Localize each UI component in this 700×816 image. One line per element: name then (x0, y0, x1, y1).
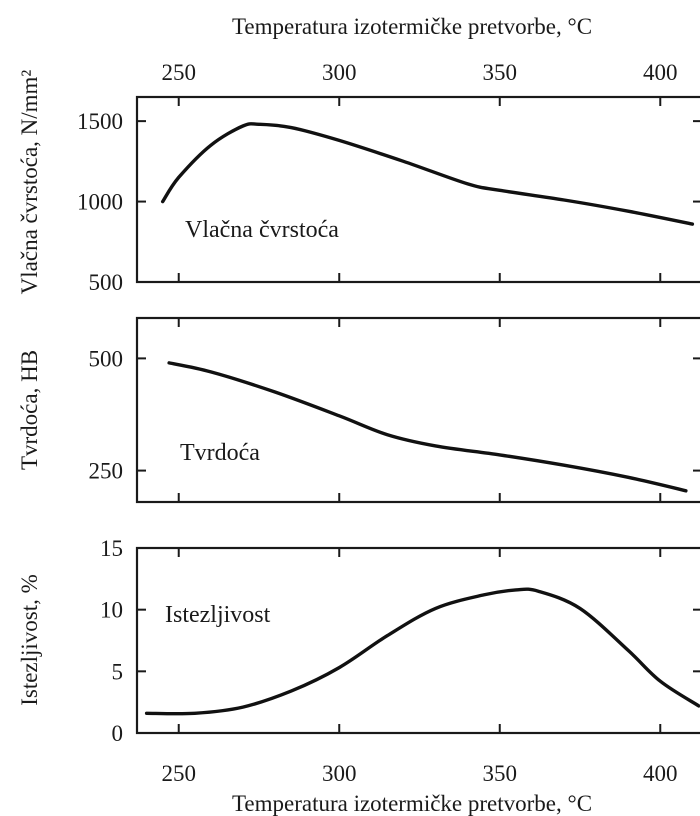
panel-3-y-tick-label-5: 5 (112, 659, 124, 684)
panel-1: 500 1000 1500 Vlačna čvrstoća, N/mm² Vlačna … (17, 70, 700, 295)
panel-3-frame (135, 546, 700, 735)
panel-2-y-tick-label-250: 250 (89, 459, 124, 484)
top-x-tick-label-250: 250 (161, 60, 196, 85)
panel-3-series-label: Istezljivost (165, 602, 271, 628)
panel-1-y-tick-label-1000: 1000 (77, 190, 123, 215)
panel-1-series-line-1 (161, 122, 695, 226)
panel-1-series-label: Vlačna čvrstoća (185, 217, 339, 243)
panel-2-y-axis-title: Tvrdoća, HB (17, 350, 42, 470)
top-x-tick-label-300: 300 (322, 60, 357, 85)
top-x-tick-label-350: 350 (483, 60, 518, 85)
bottom-x-tick-label-300: 300 (322, 761, 357, 786)
panel-3-y-tick-label-10: 10 (100, 598, 123, 623)
panel-3-series-line-1 (144, 587, 700, 716)
panel-1-y-axis-title: Vlačna čvrstoća, N/mm² (17, 70, 42, 295)
panel-2-frame (135, 316, 700, 504)
panel-3: 0 5 10 15 Istezljivost, % Istezljivost (17, 536, 700, 746)
panel-3-y-axis-title: Istezljivost, % (17, 574, 42, 706)
bottom-x-tick-label-400: 400 (643, 761, 678, 786)
bottom-x-tick-label-250: 250 (161, 761, 196, 786)
panel-1-y-tick-label-1500: 1500 (77, 109, 123, 134)
panel-2: 250 500 Tvrdoća, HB Tvrdoća (17, 316, 700, 504)
panel-1-y-tick-label-500: 500 (89, 270, 124, 295)
panel-2-series-line-1 (167, 361, 688, 493)
top-x-tick-label-400: 400 (643, 60, 678, 85)
panels: 250 300 350 400 250 300 350 400 500 1000 1500 Vlačn… (17, 60, 700, 786)
panel-1-frame (135, 95, 700, 284)
bottom-x-tick-label-350: 350 (483, 761, 518, 786)
panel-2-y-tick-label-500: 500 (89, 346, 124, 371)
bottom-x-axis-title: Temperatura izotermičke pretvorbe, °C (232, 791, 592, 816)
top-x-axis-title: Temperatura izotermičke pretvorbe, °C (232, 14, 592, 39)
panel-2-series-label: Tvrdoća (180, 440, 260, 466)
panel-3-y-tick-label-0: 0 (112, 721, 124, 746)
panel-3-y-tick-label-15: 15 (100, 536, 123, 561)
